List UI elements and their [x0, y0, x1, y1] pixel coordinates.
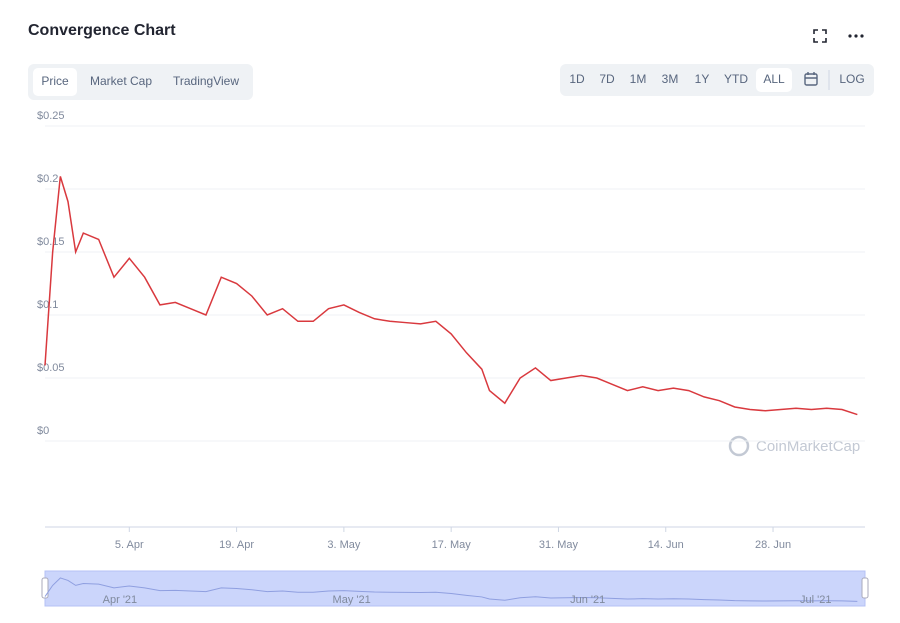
- navigator-label: Jul '21: [800, 594, 831, 606]
- tab-bar: [28, 64, 253, 100]
- y-tick-label: $0.1: [37, 299, 58, 311]
- more-icon[interactable]: [848, 34, 864, 38]
- navigator-label: May '21: [333, 594, 371, 606]
- x-tick-label: 3. May: [327, 539, 361, 551]
- x-tick-label: 28. Jun: [755, 539, 791, 551]
- x-tick-label: 19. Apr: [219, 539, 254, 551]
- x-tick-label: 5. Apr: [115, 539, 144, 551]
- x-tick-label: 31. May: [539, 539, 579, 551]
- range-button[interactable]: 7D: [599, 72, 615, 86]
- navigator-line: [44, 577, 858, 602]
- fullscreen-icon[interactable]: [813, 29, 827, 43]
- x-tick-label: 14. Jun: [648, 539, 684, 551]
- tab[interactable]: Market Cap: [90, 74, 152, 88]
- range-button[interactable]: 1Y: [695, 72, 710, 86]
- chart-title: Convergence Chart: [28, 22, 176, 39]
- navigator-handle[interactable]: [41, 577, 49, 599]
- active-tab: [33, 68, 77, 96]
- active-range: [756, 68, 792, 92]
- y-tick-label: $0.2: [37, 173, 58, 185]
- range-button[interactable]: ALL: [763, 72, 785, 86]
- range-button[interactable]: YTD: [724, 72, 748, 86]
- price-line: [44, 176, 858, 416]
- y-tick-label: $0.05: [37, 362, 65, 374]
- y-tick-label: $0.15: [37, 236, 65, 248]
- navigator-label: Jun '21: [570, 594, 605, 606]
- y-tick-label: $0: [37, 425, 49, 437]
- y-tick-label: $0.25: [37, 110, 65, 122]
- tab[interactable]: Price: [41, 74, 69, 88]
- range-bar: [560, 64, 874, 96]
- navigator-label: Apr '21: [103, 594, 138, 606]
- tab[interactable]: TradingView: [173, 74, 239, 88]
- range-button[interactable]: 1M: [630, 72, 647, 86]
- range-button[interactable]: 3M: [662, 72, 679, 86]
- range-button[interactable]: 1D: [569, 72, 585, 86]
- calendar-icon[interactable]: [804, 72, 818, 86]
- navigator-handle[interactable]: [861, 577, 869, 599]
- watermark-text: CoinMarketCap: [756, 438, 860, 455]
- range-button[interactable]: LOG: [839, 72, 864, 86]
- x-tick-label: 17. May: [432, 539, 472, 551]
- watermark: CoinMarketCap: [728, 435, 860, 457]
